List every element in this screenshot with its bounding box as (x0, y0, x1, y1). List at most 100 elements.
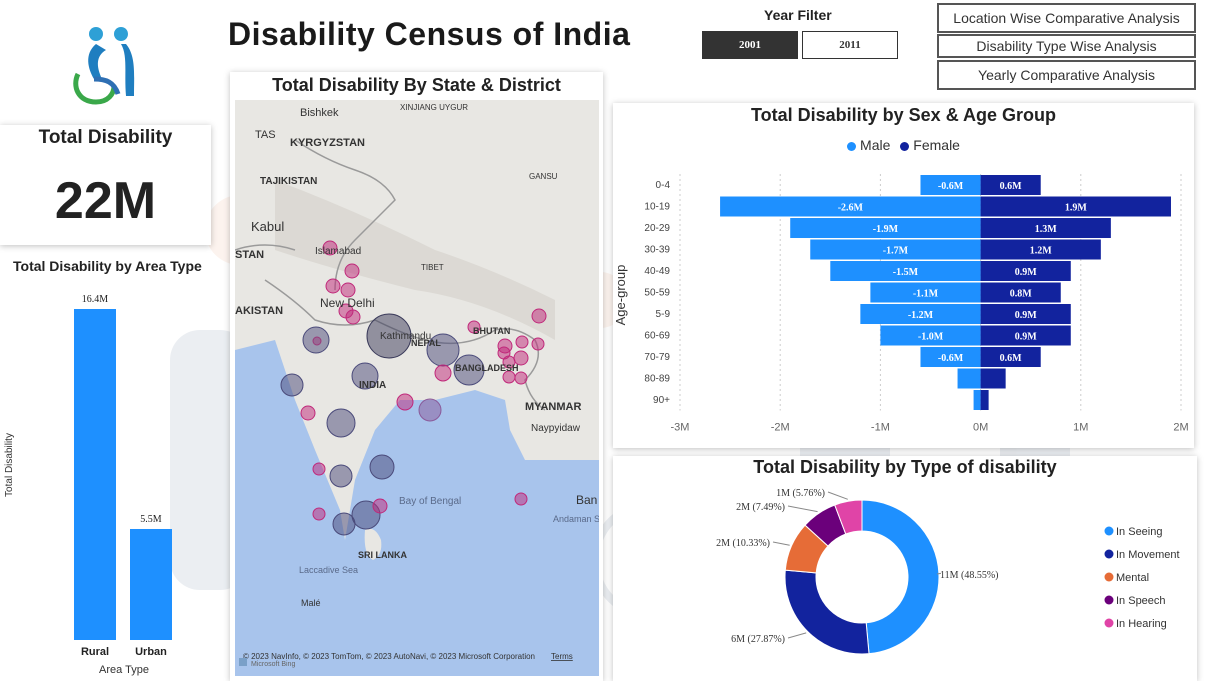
year-2001-button[interactable]: 2001 (702, 31, 798, 59)
map-bubble[interactable] (325, 278, 341, 294)
location-wise-analysis-button[interactable]: Location Wise Comparative Analysis (937, 3, 1196, 33)
map-bubble[interactable] (345, 309, 361, 325)
male-bar[interactable] (870, 282, 981, 303)
female-bar[interactable] (980, 368, 1006, 389)
map-bubble[interactable] (514, 492, 528, 506)
map-bubble[interactable] (467, 320, 481, 334)
map-bubble[interactable] (329, 464, 353, 488)
male-bar[interactable] (973, 390, 981, 410)
donut-legend-label[interactable]: In Seeing (1116, 526, 1162, 538)
map-bubble[interactable] (322, 240, 338, 256)
area-category-label: Urban (135, 646, 167, 658)
donut-legend-label[interactable]: In Hearing (1116, 618, 1167, 630)
pyramid-value-label: 0.8M (1010, 289, 1032, 300)
map-bubble[interactable] (418, 398, 442, 422)
kpi-value: 22M (54, 172, 157, 230)
female-bar[interactable] (980, 390, 989, 410)
male-bar[interactable] (830, 261, 981, 281)
donut-slice-in-hearing[interactable] (834, 499, 863, 535)
female-bar[interactable] (980, 175, 1041, 195)
map-bubble[interactable] (453, 354, 485, 386)
female-bar[interactable] (980, 282, 1061, 303)
female-bar[interactable] (980, 325, 1071, 346)
map-bubble[interactable] (531, 337, 545, 351)
male-bar[interactable] (720, 196, 981, 217)
male-bar[interactable] (880, 325, 981, 346)
pyramid-value-label: 0.6M (1000, 353, 1023, 364)
map-place-label: Ban (576, 493, 597, 507)
map-bubble[interactable] (351, 362, 379, 390)
male-bar[interactable] (957, 368, 981, 389)
pyramid-value-label: -1.5M (893, 267, 919, 278)
map-terms-link[interactable]: Terms (551, 652, 573, 661)
map-bubble[interactable] (369, 454, 395, 480)
map-bubble[interactable] (332, 512, 356, 536)
map-bubble[interactable] (372, 498, 388, 514)
sex-age-title: Total Disability by Sex & Age Group (750, 105, 1057, 125)
map-bubble[interactable] (344, 263, 360, 279)
area-bar-value-label: 5.5M (140, 514, 162, 525)
donut-legend-label[interactable]: In Speech (1116, 595, 1166, 607)
donut-slice-label: 6M (27.87%) (731, 634, 785, 645)
map-bubble[interactable] (280, 373, 304, 397)
male-legend-dot (847, 141, 857, 151)
logo (73, 27, 135, 105)
disability-type-analysis-button[interactable]: Disability Type Wise Analysis (937, 34, 1196, 58)
map-bubble[interactable] (515, 335, 529, 349)
yearly-comparative-analysis-button[interactable]: Yearly Comparative Analysis (937, 60, 1196, 90)
year-2011-button[interactable]: 2011 (802, 31, 898, 59)
map-bubble[interactable] (312, 462, 326, 476)
donut-slice-in-movement[interactable] (784, 569, 870, 655)
female-bar[interactable] (980, 347, 1041, 367)
female-bar[interactable] (980, 218, 1111, 238)
map-bubble[interactable] (502, 355, 516, 369)
female-bar[interactable] (980, 261, 1071, 281)
map-bubble[interactable] (531, 308, 547, 324)
age-group-label: 10-19 (644, 202, 670, 213)
pyramid-x-tick: -2M (771, 422, 790, 434)
map-place-label: New Delhi (320, 296, 375, 310)
map-place-label: BANGLADESH (455, 363, 519, 373)
age-group-label: 70-79 (644, 352, 670, 363)
donut-leader-line (772, 541, 790, 546)
map-bubble[interactable] (312, 336, 322, 346)
map-bubble[interactable] (502, 370, 516, 384)
female-bar[interactable] (980, 196, 1171, 217)
donut-legend-label[interactable]: Mental (1116, 572, 1149, 584)
map-bubble[interactable] (300, 405, 316, 421)
female-bar[interactable] (980, 239, 1101, 260)
map-place-label: XINJIANG UYGUR (400, 103, 468, 112)
male-bar[interactable] (920, 175, 981, 195)
map-bubble[interactable] (312, 507, 326, 521)
male-bar[interactable] (860, 304, 981, 324)
legend-dot (1104, 595, 1114, 605)
pyramid-value-label: 0.9M (1015, 267, 1037, 278)
map-bubble[interactable] (340, 282, 356, 298)
map-place-label: Malé (301, 598, 321, 608)
map-place-label: Naypyidaw (531, 423, 581, 434)
age-group-label: 60-69 (644, 331, 670, 342)
donut-slice-label: 11M (48.55%) (940, 570, 999, 581)
male-bar[interactable] (790, 218, 981, 238)
map-bubble[interactable] (434, 364, 452, 382)
map-place-label: Kabul (251, 219, 284, 234)
map-bubble[interactable] (514, 371, 528, 385)
age-group-label: 80-89 (644, 374, 670, 385)
map-visual[interactable]: Bishkek XINJIANG UYGUR TAS KYRGYZSTAN TAJIKI… (235, 100, 599, 676)
male-bar[interactable] (810, 239, 981, 260)
area-bar-urban[interactable] (130, 528, 172, 640)
map-bubble[interactable] (396, 393, 414, 411)
age-group-label: 0-4 (656, 180, 671, 191)
male-bar[interactable] (920, 347, 981, 367)
map-bubble[interactable] (366, 313, 412, 359)
area-bar-rural[interactable] (74, 309, 116, 640)
female-bar[interactable] (980, 304, 1071, 324)
pyramid-x-tick: 2M (1173, 422, 1188, 434)
map-bubble[interactable] (326, 408, 356, 438)
donut-slice-in-seeing[interactable] (861, 499, 940, 655)
donut-legend-label[interactable]: In Movement (1116, 549, 1180, 561)
donut-slice-label: 1M (5.76%) (776, 488, 825, 499)
map-place-label: KYRGYZSTAN (290, 137, 365, 149)
pyramid-y-axis-title: Age-group (613, 265, 628, 326)
area-bar-value-label: 16.4M (82, 294, 109, 305)
